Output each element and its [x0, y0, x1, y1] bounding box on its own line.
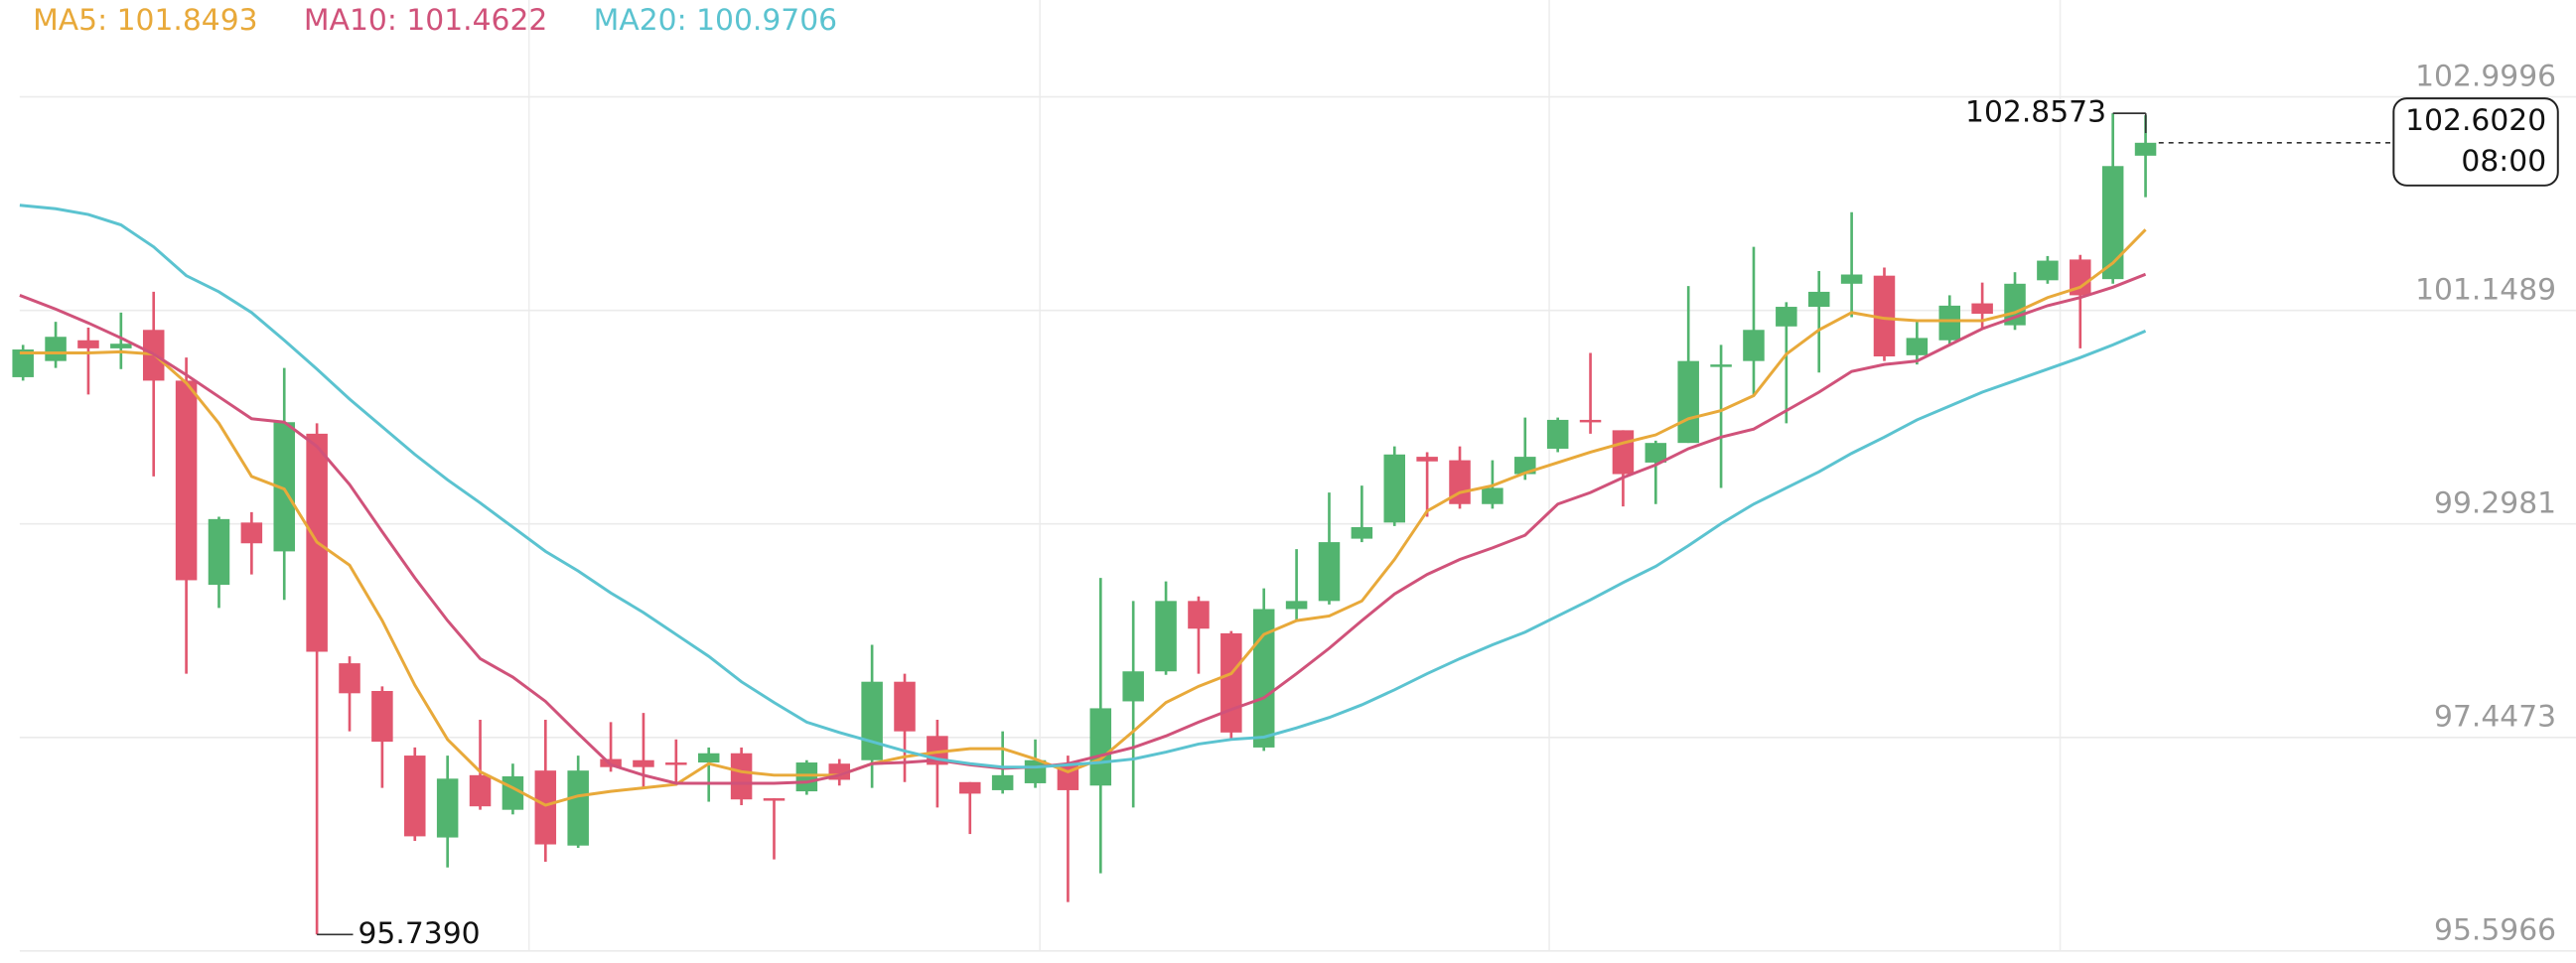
candle-body: [1252, 609, 1275, 748]
candle-body: [1873, 275, 1896, 357]
candle-body: [1612, 430, 1635, 475]
candle-body: [894, 681, 916, 732]
candle-body: [665, 762, 687, 765]
candle-body: [1938, 305, 1961, 341]
candle-body: [1482, 487, 1503, 504]
ma-line: [19, 228, 2147, 807]
y-tick-label: 95.5966: [2434, 912, 2556, 947]
candle-body: [175, 380, 198, 581]
candle-body: [567, 770, 589, 846]
candle-body: [1122, 671, 1144, 702]
candle-body: [861, 681, 883, 760]
candle-body: [2101, 166, 2124, 280]
candle-body: [1579, 419, 1602, 423]
candle-body: [730, 753, 753, 800]
candle-body: [1743, 330, 1765, 361]
candle-body: [534, 770, 557, 845]
candle-body: [1645, 443, 1667, 463]
candle-body: [991, 774, 1014, 790]
candle-body: [273, 422, 295, 552]
candle-body: [1220, 632, 1242, 733]
last-price-label: 102.6020: [2405, 103, 2546, 138]
candle-body: [1318, 542, 1341, 602]
last-price-box: [2392, 97, 2559, 187]
candle-body: [371, 690, 393, 743]
candle-body: [110, 344, 132, 348]
candle-body: [1677, 360, 1699, 444]
candle-body: [763, 798, 786, 801]
last-time-label: 08:00: [2461, 144, 2546, 179]
ma-line: [19, 272, 2147, 785]
candle-body: [2134, 142, 2157, 156]
candle-body: [1285, 601, 1308, 610]
y-tick-label: 102.9996: [2415, 59, 2556, 93]
candle-body: [1906, 338, 1929, 355]
legend-entry: MA10: 101.4622: [304, 3, 547, 38]
ma-line: [19, 204, 2147, 769]
y-tick-label: 99.2981: [2434, 485, 2556, 520]
candle-body: [795, 762, 818, 792]
candle-body: [2070, 259, 2091, 296]
candle-body: [959, 781, 981, 794]
candle-body: [1089, 708, 1112, 786]
candle-body: [77, 340, 99, 348]
candle-body: [1416, 457, 1438, 462]
candle-body: [633, 759, 654, 767]
candle-body: [12, 349, 34, 377]
annotation-label: 102.8573: [1965, 95, 2106, 130]
candle-body: [1971, 303, 1993, 315]
candle-body: [240, 522, 263, 544]
candle-body: [1449, 460, 1471, 504]
candle-body: [2037, 260, 2059, 281]
annotation-label: 95.7390: [358, 916, 480, 951]
y-tick-label: 97.4473: [2434, 699, 2556, 734]
candle-body: [1546, 419, 1569, 449]
candle-body: [1024, 759, 1047, 783]
vertical-grid: [527, 0, 2062, 951]
candle-body: [697, 753, 720, 763]
candle-body: [339, 663, 360, 694]
legend-entry: MA5: 101.8493: [33, 3, 258, 38]
candle-body: [1840, 274, 1863, 284]
candle-body: [1383, 454, 1406, 523]
y-tick-label: 101.1489: [2415, 272, 2556, 307]
candle-body: [1155, 601, 1177, 672]
candle-body: [45, 337, 67, 361]
candle-body: [1776, 307, 1797, 327]
candle-body: [1710, 364, 1732, 367]
candle-body: [1807, 291, 1830, 308]
candle-body: [208, 518, 230, 586]
candle-body: [404, 756, 426, 837]
candle-body: [1188, 601, 1210, 629]
candle-body: [1351, 526, 1373, 539]
legend-entry: MA20: 100.9706: [594, 3, 837, 38]
candle-body: [436, 778, 459, 838]
candle-body: [469, 774, 492, 807]
legend: MA5: 101.8493 MA10: 101.4622 MA20: 100.970…: [33, 3, 837, 38]
